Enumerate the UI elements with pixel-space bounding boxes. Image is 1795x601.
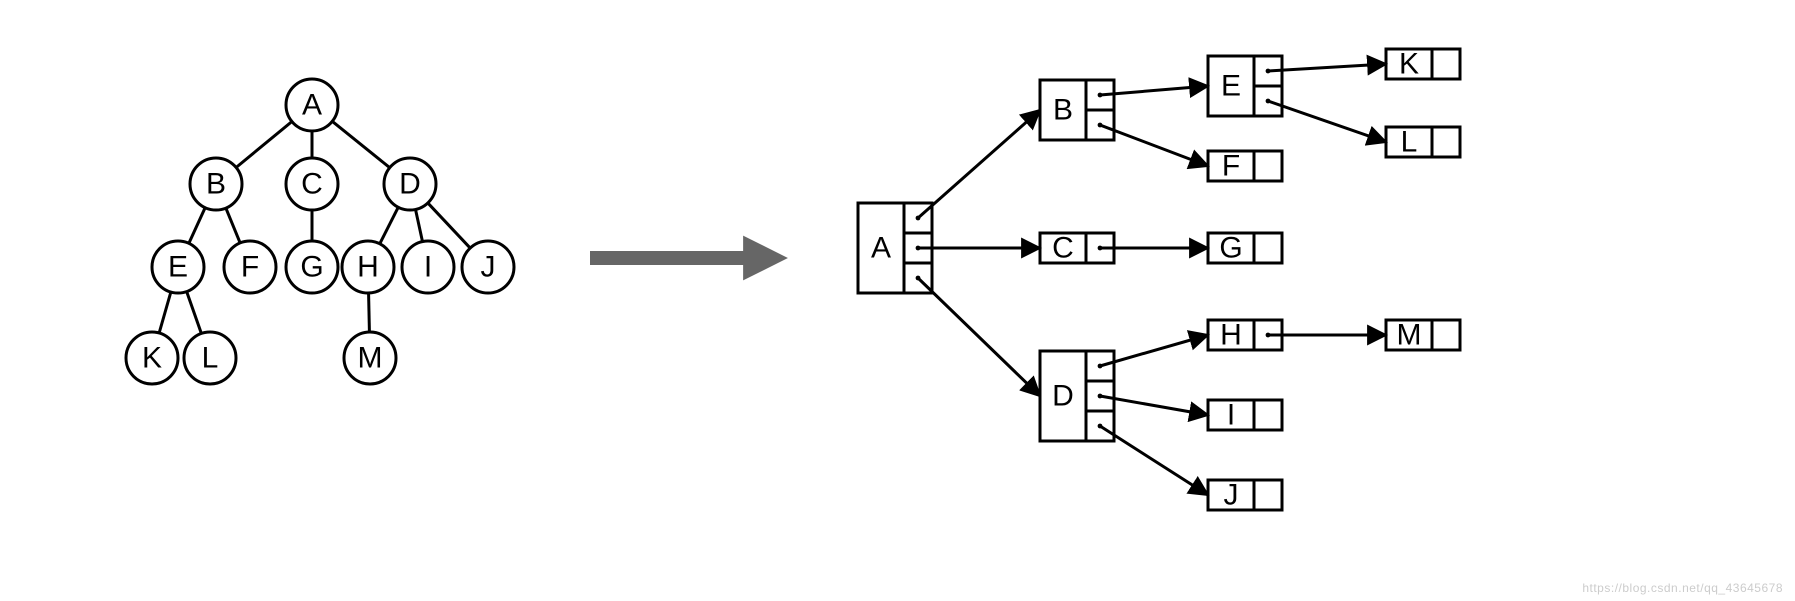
ptr-edge	[1100, 335, 1208, 366]
ptr-dot	[1098, 123, 1103, 128]
tree-node-label: B	[206, 168, 226, 201]
diagram-canvas: A B C D E F G H I J K L M A B C D E F G H I J K L M	[0, 0, 1795, 601]
tree-node-label: M	[358, 342, 383, 375]
list-node-F: F	[1208, 150, 1282, 183]
tree-edge	[187, 292, 202, 334]
tree-edge	[236, 122, 292, 168]
tree-node-label: J	[481, 251, 496, 284]
list-node-label: B	[1053, 94, 1073, 127]
tree-node-label: L	[202, 342, 219, 375]
ptr-dot	[1098, 394, 1103, 399]
tree-edge	[226, 208, 240, 243]
tree-node-label: H	[357, 251, 379, 284]
tree-node-label: I	[424, 251, 432, 284]
list-node-K: K	[1386, 48, 1460, 81]
list-node-label: K	[1399, 48, 1419, 81]
tree-node-label: K	[142, 342, 162, 375]
ptr-dot	[1266, 99, 1271, 104]
list-node-B: B	[1040, 80, 1114, 140]
ptr-edge	[918, 278, 1040, 396]
ptr-edge	[1100, 125, 1208, 166]
ptr-edge	[1100, 426, 1208, 495]
list-node-label: E	[1221, 70, 1241, 103]
tree-node-label: F	[241, 251, 259, 284]
list-node-label: J	[1224, 479, 1239, 512]
tree-edge	[416, 209, 423, 241]
ptr-edge	[1268, 64, 1386, 71]
tree-edge	[159, 292, 171, 333]
ptr-dot	[916, 216, 921, 221]
list-node-label: D	[1052, 380, 1074, 413]
ptr-dot	[916, 246, 921, 251]
ptr-dot	[1266, 69, 1271, 74]
ptr-dot	[1098, 424, 1103, 429]
list-node-label: M	[1397, 319, 1422, 352]
tree-edge	[369, 293, 370, 332]
tree-node-label: G	[300, 251, 323, 284]
tree-node-label: E	[168, 251, 188, 284]
list-node-E: E	[1208, 56, 1282, 116]
list-node-label: I	[1227, 399, 1235, 432]
list-node-label: A	[871, 232, 891, 265]
tree-node-label: C	[301, 168, 323, 201]
ptr-dot	[916, 276, 921, 281]
ptr-dot	[1098, 93, 1103, 98]
ptr-edge	[1268, 101, 1386, 142]
list-node-label: G	[1219, 232, 1242, 265]
tree-edge	[189, 208, 205, 244]
ptr-dot	[1098, 364, 1103, 369]
list-node-label: F	[1222, 150, 1240, 183]
ptr-dot	[1266, 333, 1271, 338]
ptr-dot	[1098, 246, 1103, 251]
list-node-label: H	[1220, 319, 1242, 352]
list-node-I: I	[1208, 399, 1282, 432]
list-node-J: J	[1208, 479, 1282, 512]
list-node-G: G	[1208, 232, 1282, 265]
tree-edge	[380, 207, 399, 244]
ptr-edge	[918, 110, 1040, 218]
ptr-edge	[1100, 396, 1208, 415]
tree-edge	[332, 121, 390, 167]
list-node-M: M	[1386, 319, 1460, 352]
tree-node-label: D	[399, 168, 421, 201]
list-node-label: L	[1401, 126, 1418, 159]
ptr-edge	[1100, 86, 1208, 95]
list-node-L: L	[1386, 126, 1460, 159]
tree-node-label: A	[302, 89, 322, 122]
list-node-label: C	[1052, 232, 1074, 265]
